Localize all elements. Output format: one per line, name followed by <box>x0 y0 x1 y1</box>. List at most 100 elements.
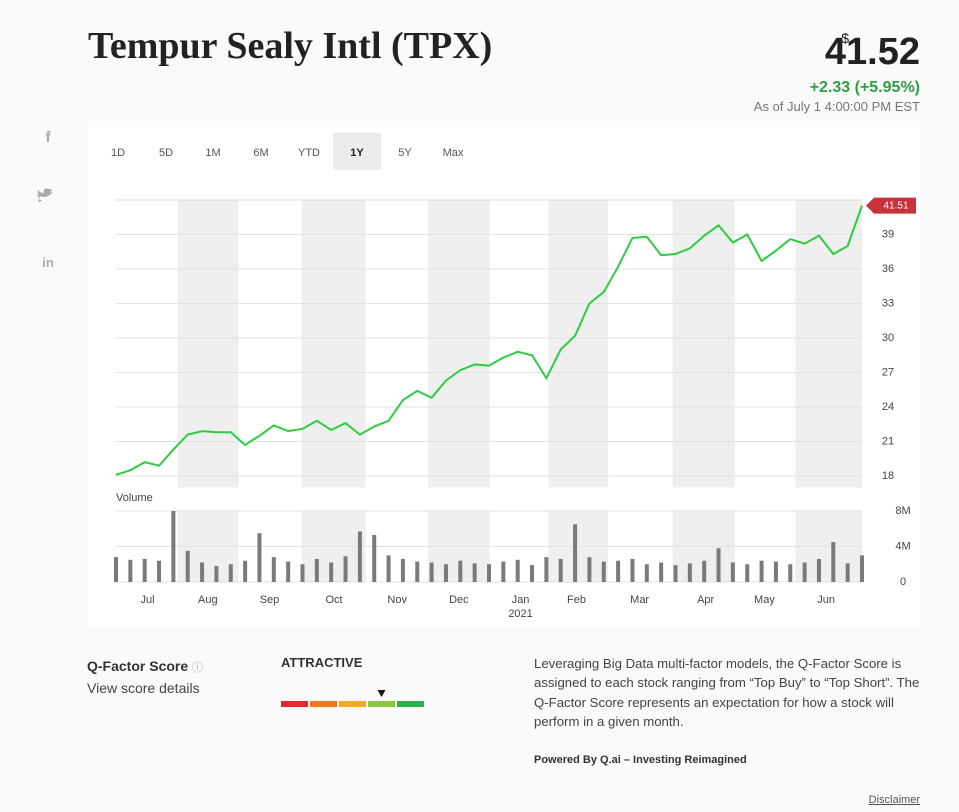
x-year-label: 2021 <box>508 608 532 620</box>
volume-bar <box>773 561 778 582</box>
volume-bar <box>501 561 506 582</box>
volume-bar <box>171 511 176 582</box>
range-button[interactable]: 1D <box>111 147 125 159</box>
qfactor-label: Q-Factor Score ⓘ <box>87 658 203 675</box>
currency: $ <box>841 30 849 46</box>
volume-bar <box>386 555 391 582</box>
volume-bar <box>286 561 291 582</box>
volume-bar <box>515 559 520 582</box>
x-tick-label: Oct <box>325 594 342 606</box>
range-button[interactable]: Max <box>443 147 464 159</box>
volume-bar <box>845 563 850 582</box>
y-tick-label: 30 <box>882 332 894 344</box>
volume-bar <box>487 564 491 582</box>
stock-title: Tempur Sealy Intl (TPX) <box>88 25 493 67</box>
volume-bar <box>142 558 147 582</box>
volume-title: Volume <box>116 492 153 504</box>
x-tick-label: Jul <box>141 594 155 606</box>
disclaimer[interactable]: Disclaimer <box>868 794 920 806</box>
y-tick-label: 27 <box>882 366 894 378</box>
volume-bar <box>472 563 477 582</box>
volume-bar <box>228 564 233 582</box>
volume-bar <box>343 556 348 582</box>
powered-by: Powered By Q.ai – Investing Reimagined <box>534 754 747 766</box>
volume-bar <box>185 550 190 582</box>
volume-bar <box>759 560 764 582</box>
gauge-marker <box>377 690 386 697</box>
volume-bar <box>745 564 750 582</box>
volume-bar <box>687 563 692 582</box>
as-of: As of July 1 4:00:00 PM EST <box>753 99 920 114</box>
y-tick-label: 18 <box>882 470 894 482</box>
volume-bar <box>257 533 262 582</box>
volume-bar <box>458 560 463 582</box>
x-tick-label: Nov <box>387 594 407 606</box>
range-button[interactable]: 5Y <box>398 147 412 159</box>
volume-bar <box>573 524 578 582</box>
volume-bar <box>214 566 219 582</box>
volume-bar <box>314 558 319 582</box>
volume-bar <box>816 558 821 582</box>
volume-bar <box>630 558 635 582</box>
gauge-segment <box>397 701 424 707</box>
range-selected-bg <box>333 133 381 170</box>
volume-bar <box>587 557 592 582</box>
range-button[interactable]: 6M <box>253 147 268 159</box>
y-tick-label: 36 <box>882 263 894 275</box>
volume-bar <box>616 560 621 582</box>
range-button[interactable]: 1Y <box>350 147 364 159</box>
x-tick-label: Jun <box>817 594 835 606</box>
x-tick-label: Dec <box>449 594 469 606</box>
volume-bar <box>644 564 649 582</box>
month-band <box>301 200 366 488</box>
range-button[interactable]: YTD <box>298 147 320 159</box>
volume-bar <box>702 560 707 582</box>
y-tick-label: 33 <box>882 297 894 309</box>
volume-bar <box>730 562 735 582</box>
range-button[interactable]: 1M <box>205 147 220 159</box>
volume-bar <box>530 565 535 582</box>
rating: ATTRACTIVE <box>281 655 363 670</box>
y-tick-label: 4M <box>895 540 910 552</box>
y-tick-label: 8M <box>895 505 910 517</box>
month-band <box>177 200 239 488</box>
y-tick-label: 24 <box>882 401 894 413</box>
x-tick-label: Jan <box>512 594 530 606</box>
gauge-segment <box>310 701 337 707</box>
volume-bar <box>300 564 305 582</box>
price-line <box>115 205 863 476</box>
twitter-icon[interactable] <box>37 188 53 202</box>
x-tick-label: Feb <box>567 594 586 606</box>
volume-bar <box>443 564 448 582</box>
facebook-icon[interactable]: f <box>45 129 51 146</box>
volume-bar <box>716 548 721 582</box>
volume-bar <box>558 558 563 582</box>
month-band <box>428 200 490 488</box>
volume-bar <box>544 557 549 582</box>
month-band <box>672 200 736 488</box>
info-icon[interactable]: ⓘ <box>192 662 204 674</box>
linkedin-icon[interactable]: in <box>42 255 54 270</box>
volume-bar <box>429 562 434 582</box>
range-button[interactable]: 5D <box>159 147 173 159</box>
volume-bar <box>200 562 205 582</box>
y-tick-label: 39 <box>882 228 894 240</box>
volume-bar <box>788 564 793 582</box>
volume-bar <box>659 562 664 582</box>
volume-bar <box>157 560 162 582</box>
last-price-label: 41.51 <box>883 200 908 211</box>
gauge-segment <box>339 701 366 707</box>
volume-bar <box>860 555 864 582</box>
last-price-tag <box>866 197 916 214</box>
volume-bar <box>128 559 133 582</box>
x-tick-label: Mar <box>630 594 649 606</box>
x-tick-label: Aug <box>198 594 218 606</box>
price-change: +2.33 (+5.95%) <box>809 79 920 96</box>
score-link[interactable]: View score details <box>87 680 200 696</box>
y-tick-label: 0 <box>900 576 906 588</box>
volume-bar <box>673 565 678 582</box>
volume-bar <box>329 562 334 582</box>
gauge-segment <box>281 701 308 707</box>
month-band <box>548 200 609 488</box>
